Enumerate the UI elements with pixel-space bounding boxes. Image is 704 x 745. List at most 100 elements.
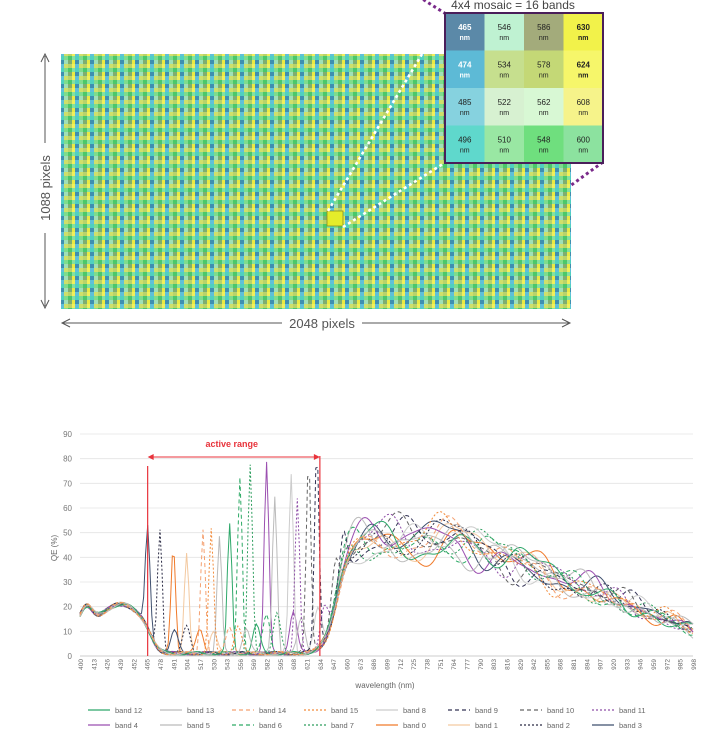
mosaic-cell-wavelength: 485 xyxy=(458,98,472,107)
x-tick-label: 972 xyxy=(664,659,671,670)
x-tick-label: 920 xyxy=(611,659,618,670)
mosaic-cell-wavelength: 474 xyxy=(458,61,472,70)
highlighted-pixel xyxy=(326,210,344,227)
series-band-13 xyxy=(79,524,694,656)
mosaic-cell xyxy=(484,88,524,126)
mosaic-cell-unit: nm xyxy=(499,110,509,117)
series-band-12 xyxy=(79,520,694,656)
mosaic-cell-wavelength: 624 xyxy=(577,61,591,70)
x-tick-label: 790 xyxy=(478,659,485,670)
legend-label: band 3 xyxy=(619,721,642,730)
mosaic-cell-wavelength: 534 xyxy=(498,61,512,70)
x-tick-label: 517 xyxy=(198,659,205,670)
y-tick-label: 0 xyxy=(68,652,73,661)
mosaic-title: 4x4 mosaic = 16 bands xyxy=(451,0,575,12)
mosaic-cell xyxy=(524,50,564,88)
x-tick-label: 595 xyxy=(278,659,285,670)
arrow-head-right xyxy=(313,454,320,460)
x-tick-label: 569 xyxy=(251,659,258,670)
mosaic-inset-border xyxy=(444,12,604,164)
x-tick-label: 504 xyxy=(185,659,192,670)
mosaic-cell xyxy=(484,125,524,163)
y-tick-label: 20 xyxy=(63,603,72,612)
y-axis-label: QE (%) xyxy=(50,535,59,562)
x-tick-label: 634 xyxy=(318,659,325,670)
y-tick-label: 40 xyxy=(63,553,72,562)
zoom-connector-bottom xyxy=(342,160,447,229)
x-tick-label: 985 xyxy=(678,659,685,670)
x-tick-label: 881 xyxy=(571,659,578,670)
zoom-connector-right-bottom xyxy=(569,160,604,188)
mosaic-inset: 465 nm 546 nm 586 nm 630 nm 474 nm 534 nm 578 nm 624 nm… xyxy=(445,13,603,163)
mosaic-cell-wavelength: 630 xyxy=(577,23,591,32)
x-tick-label: 543 xyxy=(225,659,232,670)
x-tick-label: 764 xyxy=(451,659,458,670)
legend-label: band 8 xyxy=(403,706,426,715)
mosaic-cell-wavelength: 548 xyxy=(537,136,551,145)
mosaic-cell-unit: nm xyxy=(460,73,471,80)
legend-label: band 9 xyxy=(475,706,498,715)
x-tick-label: 660 xyxy=(345,659,352,670)
legend-label: band 14 xyxy=(259,706,286,715)
mosaic-cell xyxy=(445,13,485,51)
x-tick-label: 608 xyxy=(291,659,298,670)
active-range-annotation: active range xyxy=(147,439,321,656)
mosaic-cell-unit: nm xyxy=(460,148,470,155)
legend-label: band 0 xyxy=(403,721,426,730)
mosaic-cell xyxy=(445,88,485,126)
x-tick-label: 712 xyxy=(398,659,405,670)
series-band-15 xyxy=(79,511,694,656)
x-tick-label: 556 xyxy=(238,659,245,670)
mosaic-cell xyxy=(484,50,524,88)
x-tick-label: 868 xyxy=(558,659,565,670)
x-tick-label: 673 xyxy=(358,659,365,670)
x-tick-label: 855 xyxy=(544,659,551,670)
y-tick-label: 90 xyxy=(63,430,72,439)
mosaic-cell-unit: nm xyxy=(539,73,549,80)
x-tick-label: 998 xyxy=(691,659,698,670)
x-tick-label: 894 xyxy=(584,659,591,670)
mosaic-cell xyxy=(445,125,485,163)
height-label: 1088 pixels xyxy=(38,155,53,221)
x-tick-label: 829 xyxy=(518,659,525,670)
legend-label: band 10 xyxy=(547,706,574,715)
x-tick-label: 647 xyxy=(331,659,338,670)
x-tick-label: 751 xyxy=(438,659,445,670)
active-range-label: active range xyxy=(205,439,258,449)
mosaic-cell xyxy=(563,50,603,88)
x-tick-label: 816 xyxy=(504,659,511,670)
x-tick-label: 699 xyxy=(385,659,392,670)
mosaic-cell-unit: nm xyxy=(578,35,589,42)
mosaic-cell-wavelength: 578 xyxy=(537,61,551,70)
mosaic-cell-wavelength: 496 xyxy=(458,136,472,145)
qe-chart: 0 10 20 30 40 50 60 70 80 90 400 413 426 439 452 465 47… xyxy=(50,430,698,730)
legend-label: band 5 xyxy=(187,721,210,730)
mosaic-cell-unit: nm xyxy=(499,35,509,42)
mosaic-cell-unit: nm xyxy=(578,110,588,117)
y-tick-label: 50 xyxy=(63,529,72,538)
series-band-9 xyxy=(79,466,694,656)
y-tick-label: 80 xyxy=(63,455,72,464)
x-tick-label: 959 xyxy=(651,659,658,670)
x-tick-label: 842 xyxy=(531,659,538,670)
mosaic-cell-unit: nm xyxy=(578,73,589,80)
mosaic-cell-wavelength: 510 xyxy=(498,136,512,145)
legend-label: band 7 xyxy=(331,721,354,730)
mosaic-cell xyxy=(563,88,603,126)
mosaic-cell xyxy=(524,88,564,126)
mosaic-cell-unit: nm xyxy=(460,35,471,42)
x-tick-label: 803 xyxy=(491,659,498,670)
y-tick-label: 60 xyxy=(63,504,72,513)
arrow-head-left xyxy=(147,454,154,460)
y-tick-label: 70 xyxy=(63,479,72,488)
mosaic-cell xyxy=(563,125,603,163)
mosaic-cell xyxy=(563,13,603,51)
x-tick-label: 478 xyxy=(158,659,165,670)
x-tick-label: 426 xyxy=(105,659,112,670)
x-tick-label: 933 xyxy=(624,659,631,670)
legend-label: band 15 xyxy=(331,706,358,715)
mosaic-cell-unit: nm xyxy=(499,148,509,155)
x-tick-label: 491 xyxy=(171,659,178,670)
x-tick-label: 621 xyxy=(305,659,312,670)
